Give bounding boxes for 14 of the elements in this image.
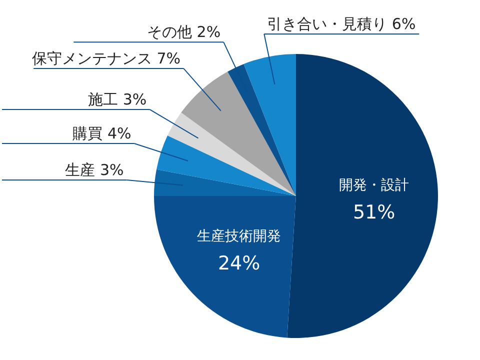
slice-label: 引き合い・見積り 6%: [267, 15, 416, 33]
pie-slice: [287, 54, 438, 338]
pie-slice: [154, 169, 296, 196]
slice-label: 購買 4%: [72, 124, 132, 142]
data-label: 24%: [218, 252, 260, 274]
slice-label: 開発・設計: [339, 177, 410, 194]
slice-label: 施工 3%: [88, 90, 147, 108]
pie-slice: [181, 72, 296, 196]
slice-label: 生産技術開発: [197, 228, 282, 244]
data-label: 51%: [352, 201, 396, 224]
slice-label: 生産 3%: [65, 161, 124, 179]
pie-slice: [168, 112, 296, 196]
slice-label: 保守メンテナンス 7%: [32, 49, 181, 68]
slice-label: その他 2%: [147, 23, 221, 42]
